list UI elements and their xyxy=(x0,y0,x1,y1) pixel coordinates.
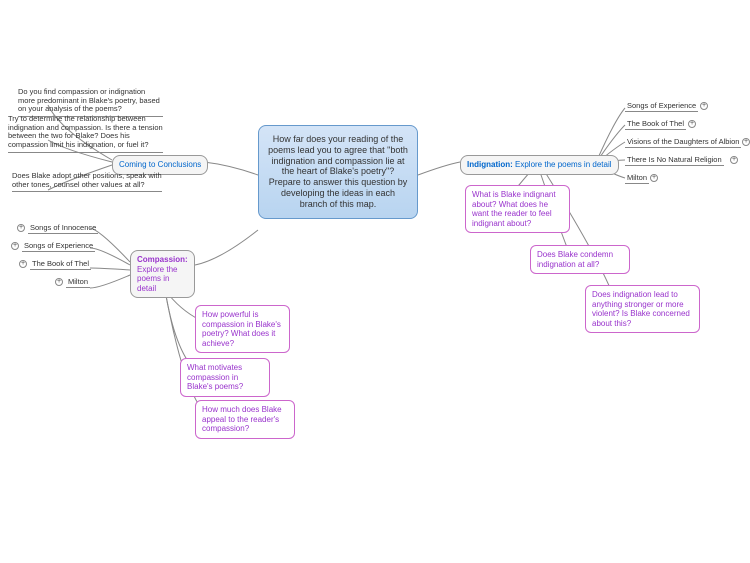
expand-icon[interactable]: + xyxy=(17,224,25,232)
compassion-q3[interactable]: How much does Blake appeal to the reader… xyxy=(195,400,295,439)
expand-icon[interactable]: + xyxy=(688,120,696,128)
indignation-q2[interactable]: Does Blake condemn indignation at all? xyxy=(530,245,630,274)
indignation-topic[interactable]: Indignation: Explore the poems in detail xyxy=(460,155,619,175)
expand-icon[interactable]: + xyxy=(700,102,708,110)
indignation-title-rest: Explore the poems in detail xyxy=(515,160,612,169)
compassion-q2[interactable]: What motivates compassion in Blake's poe… xyxy=(180,358,270,397)
expand-icon[interactable]: + xyxy=(11,242,19,250)
compassion-title-bold: Compassion: xyxy=(137,255,188,264)
indignation-poem-3[interactable]: Visions of the Daughters of Albion xyxy=(625,136,741,148)
indignation-q1[interactable]: What is Blake indignant about? What does… xyxy=(465,185,570,233)
center-text: How far does your reading of the poems l… xyxy=(268,134,408,209)
expand-icon[interactable]: + xyxy=(650,174,658,182)
conclusions-title: Coming to Conclusions xyxy=(119,160,201,169)
center-question[interactable]: How far does your reading of the poems l… xyxy=(258,125,418,219)
indignation-poem-1[interactable]: Songs of Experience xyxy=(625,100,698,112)
compassion-topic[interactable]: Compassion: Explore the poems in detail xyxy=(130,250,195,298)
compassion-title-rest: Explore the poems in detail xyxy=(137,265,177,293)
compassion-poem-3[interactable]: The Book of Thel xyxy=(30,258,91,270)
conclusions-q1: Do you find compassion or indignation mo… xyxy=(18,88,163,117)
compassion-q1[interactable]: How powerful is compassion in Blake's po… xyxy=(195,305,290,353)
expand-icon[interactable]: + xyxy=(55,278,63,286)
expand-icon[interactable]: + xyxy=(730,156,738,164)
compassion-poem-4[interactable]: Milton xyxy=(66,276,90,288)
expand-icon[interactable]: + xyxy=(19,260,27,268)
indignation-poem-5[interactable]: Milton xyxy=(625,172,649,184)
compassion-poem-2[interactable]: Songs of Experience xyxy=(22,240,95,252)
conclusions-q2: Try to determine the relationship betwee… xyxy=(8,115,163,153)
connector-lines xyxy=(0,0,750,563)
expand-icon[interactable]: + xyxy=(742,138,750,146)
indignation-poem-4[interactable]: There Is No Natural Religion xyxy=(625,154,724,166)
indignation-title-bold: Indignation: xyxy=(467,160,513,169)
indignation-poem-2[interactable]: The Book of Thel xyxy=(625,118,686,130)
compassion-poem-1[interactable]: Songs of Innocence xyxy=(28,222,98,234)
conclusions-q3: Does Blake adopt other positions, speak … xyxy=(12,172,162,192)
indignation-q3[interactable]: Does indignation lead to anything strong… xyxy=(585,285,700,333)
